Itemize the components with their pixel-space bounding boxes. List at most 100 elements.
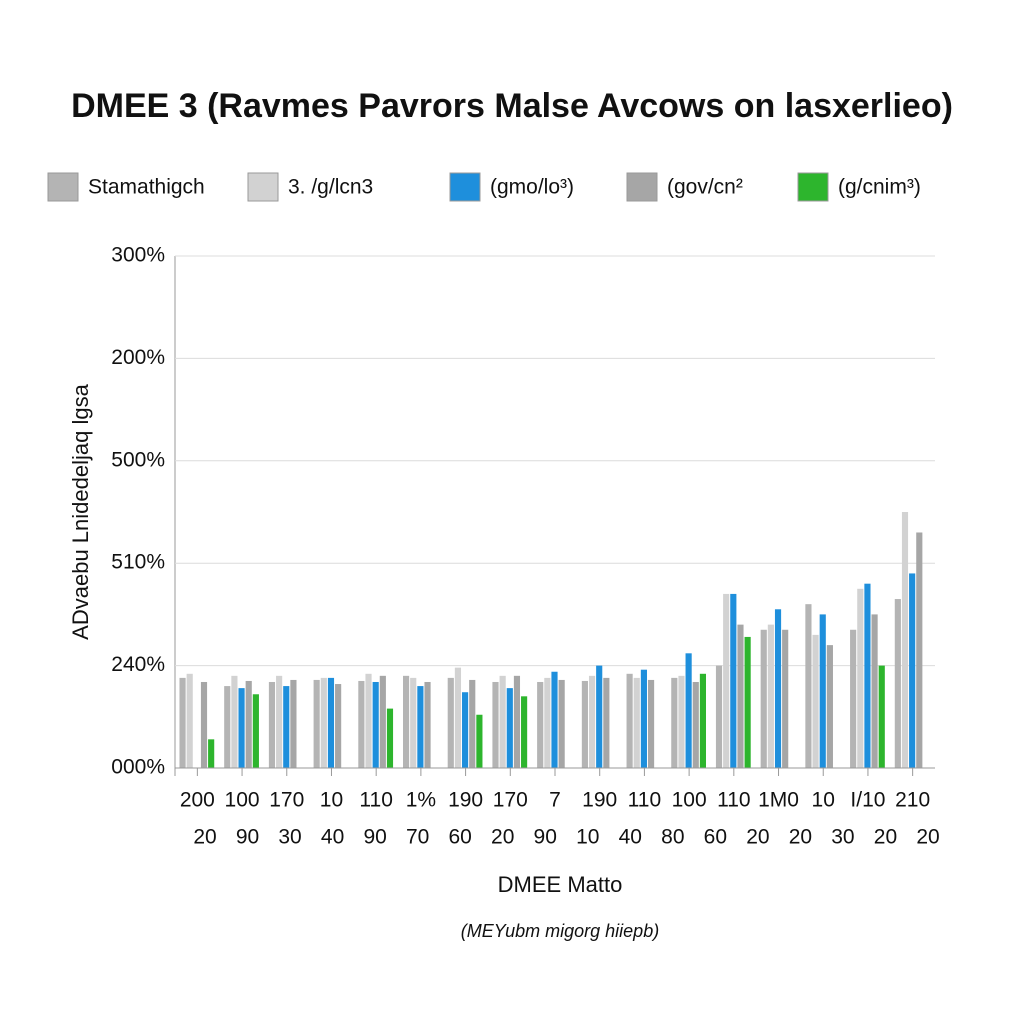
x-tick-label-row2: 40 xyxy=(321,826,344,849)
bar xyxy=(320,677,327,768)
bar xyxy=(909,573,916,768)
bar xyxy=(640,669,647,768)
x-axis-note: (MEYubm migorg hiiepb) xyxy=(461,921,659,941)
bar xyxy=(626,673,633,768)
bar xyxy=(699,673,706,768)
bar xyxy=(760,629,767,768)
bar xyxy=(469,679,476,768)
x-tick-label: 210 xyxy=(895,789,930,812)
bar xyxy=(252,694,259,768)
x-tick-label-row2: 20 xyxy=(746,826,769,849)
bar xyxy=(417,686,424,768)
bar xyxy=(737,624,744,768)
legend-text: (g/cnim³) xyxy=(838,176,921,199)
x-tick-label-row2: 30 xyxy=(278,826,301,849)
bar xyxy=(386,708,394,768)
x-tick-label: 1% xyxy=(406,789,436,812)
x-tick-label: 190 xyxy=(582,789,617,812)
bar xyxy=(462,692,469,768)
x-tick-label: 170 xyxy=(493,789,528,812)
legend-swatch xyxy=(626,172,658,202)
bar xyxy=(476,714,483,768)
bar xyxy=(358,680,365,768)
legend-text: 3. /g/lcn3 xyxy=(288,176,373,199)
bar xyxy=(871,614,878,768)
y-tick-label: 300% xyxy=(111,244,165,267)
x-axis-title: DMEE Matto xyxy=(498,872,623,897)
bar xyxy=(826,645,833,768)
y-tick-label: 500% xyxy=(111,448,165,471)
x-tick-label: 110 xyxy=(628,789,661,812)
bar xyxy=(410,677,417,768)
bar xyxy=(558,679,565,768)
bar xyxy=(283,686,290,768)
bar xyxy=(276,675,283,768)
x-tick-label-row2: 10 xyxy=(576,826,599,849)
x-tick-label-row2: 90 xyxy=(363,826,386,849)
bar xyxy=(678,675,685,768)
bar xyxy=(447,677,454,768)
x-tick-label-row2: 30 xyxy=(831,826,854,849)
x-tick-label-row2: 20 xyxy=(916,826,939,849)
bar xyxy=(506,688,513,768)
bar xyxy=(499,675,506,768)
bar xyxy=(179,677,186,768)
bar xyxy=(424,681,431,768)
bar xyxy=(335,684,342,768)
x-tick-label: I/10 xyxy=(850,789,885,812)
x-tick-label-row2: 90 xyxy=(236,826,259,849)
x-tick-label: 100 xyxy=(672,789,707,812)
bar xyxy=(224,686,231,768)
legend-text: (gov/cn² xyxy=(667,176,743,199)
bar xyxy=(901,512,909,768)
x-tick-label-row2: 60 xyxy=(448,826,471,849)
x-tick-label: 10 xyxy=(812,789,835,812)
bar xyxy=(513,675,521,768)
bar xyxy=(812,634,819,768)
bar xyxy=(268,681,276,768)
bar xyxy=(245,680,252,768)
bar xyxy=(313,679,320,768)
bar xyxy=(671,677,678,768)
x-tick-label: 100 xyxy=(225,789,260,812)
bar xyxy=(730,593,737,768)
bar xyxy=(581,680,588,768)
bar xyxy=(894,599,901,768)
bar xyxy=(647,679,655,768)
x-tick-label-row2: 20 xyxy=(193,826,216,849)
bar xyxy=(327,677,335,768)
x-tick-label-row2: 90 xyxy=(534,826,557,849)
bar xyxy=(521,696,528,768)
legend-swatch xyxy=(449,172,481,202)
bar xyxy=(878,665,885,768)
chart-title: DMEE 3 (Ravmes Pavrors Malse Avcows on l… xyxy=(71,87,953,125)
x-tick-label-row2: 20 xyxy=(789,826,812,849)
legend-text: (gmo/lo³) xyxy=(490,176,574,199)
bar xyxy=(805,604,812,768)
bar xyxy=(200,681,208,768)
bar xyxy=(208,739,215,768)
x-tick-label: 110 xyxy=(717,789,750,812)
bar xyxy=(290,679,297,768)
bar xyxy=(782,629,789,768)
bar xyxy=(715,665,723,768)
legend-swatch xyxy=(797,172,829,202)
bar xyxy=(231,675,238,768)
x-tick-label-row2: 20 xyxy=(874,826,897,849)
legend-swatch xyxy=(247,172,279,202)
x-tick-label: 110 xyxy=(359,789,392,812)
x-tick-label: 1M0 xyxy=(758,789,799,812)
y-axis-title: ADvaebu Lnidedeljaq lgsa xyxy=(68,383,93,639)
x-tick-label-row2: 80 xyxy=(661,826,684,849)
bar xyxy=(379,675,386,768)
bar xyxy=(454,667,462,768)
bar xyxy=(723,593,730,768)
x-tick-label-row2: 20 xyxy=(491,826,514,849)
bar xyxy=(537,681,544,768)
bar xyxy=(819,614,826,768)
y-tick-label: 510% xyxy=(111,551,165,574)
bar xyxy=(551,671,558,768)
bar xyxy=(864,583,871,768)
bar xyxy=(596,665,603,768)
